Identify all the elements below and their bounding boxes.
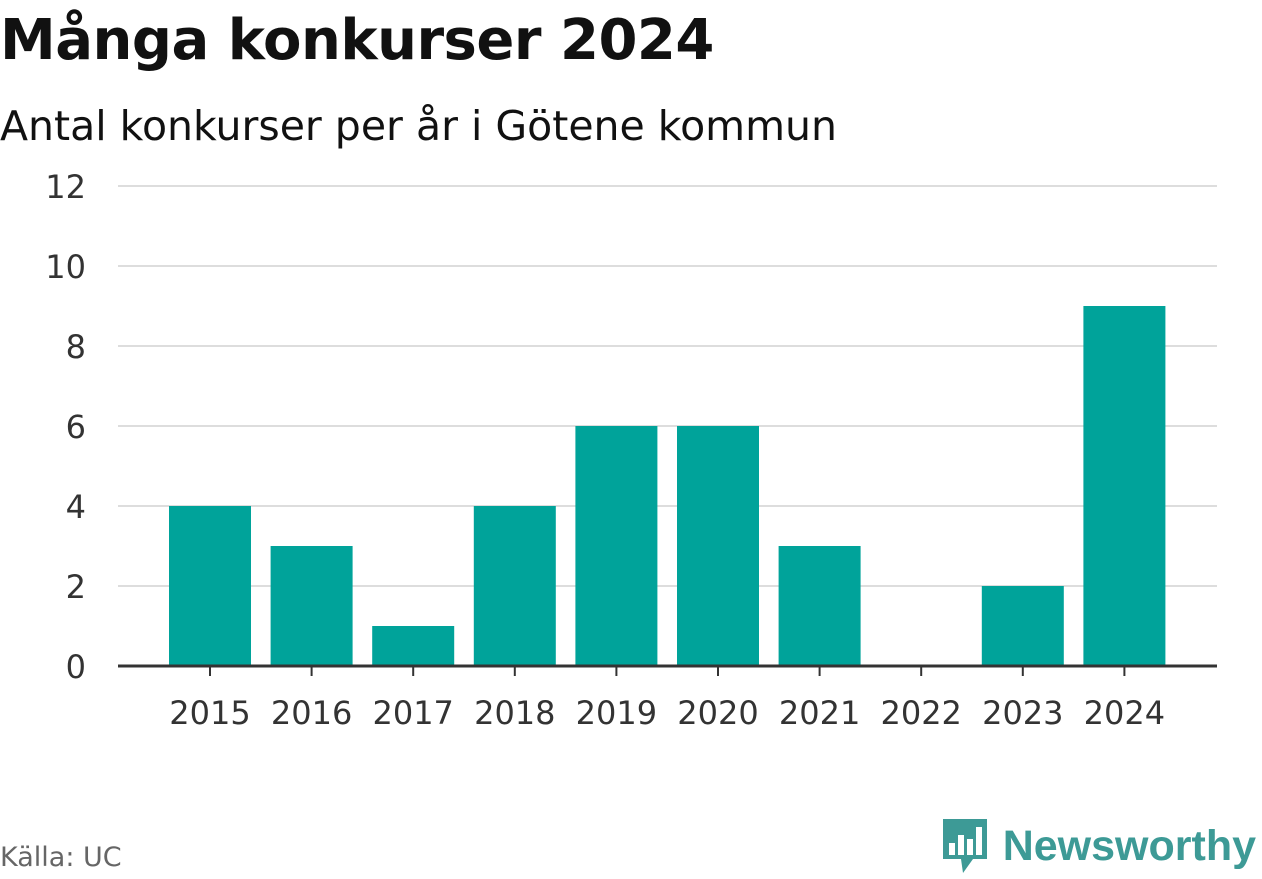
newsworthy-logo-icon: [942, 819, 987, 873]
y-tick-label: 8: [66, 328, 86, 366]
x-tick-label: 2018: [474, 694, 555, 732]
source-note: Källa: UC: [0, 842, 122, 873]
bar: [169, 506, 251, 666]
y-tick-label: 10: [45, 248, 86, 286]
chart-subtitle: Antal konkurser per år i Götene kommun: [0, 102, 837, 150]
brand: Newsworthy: [941, 818, 1256, 874]
y-tick-label: 4: [66, 488, 86, 526]
x-tick-label: 2019: [576, 694, 657, 732]
x-tick-label: 2021: [779, 694, 860, 732]
x-tick-label: 2015: [169, 694, 250, 732]
bar: [1083, 306, 1166, 666]
y-tick-label: 0: [66, 648, 86, 686]
y-tick-label: 2: [66, 568, 86, 606]
bar: [270, 546, 353, 666]
x-tick-label: 2023: [982, 694, 1063, 732]
y-tick-label: 12: [45, 168, 86, 206]
bar: [473, 506, 556, 666]
bar: [372, 626, 455, 666]
chart-title: Många konkurser 2024: [0, 8, 714, 73]
x-tick-label: 2024: [1084, 694, 1165, 732]
x-tick-label: 2020: [677, 694, 758, 732]
x-tick-label: 2022: [880, 694, 961, 732]
bar: [778, 546, 861, 666]
bar: [981, 586, 1064, 666]
x-tick-label: 2016: [271, 694, 352, 732]
bar: [677, 426, 759, 666]
brand-name: Newsworthy: [1002, 821, 1256, 870]
y-tick-label: 6: [66, 408, 86, 446]
bar: [575, 426, 658, 666]
x-tick-label: 2017: [372, 694, 453, 732]
